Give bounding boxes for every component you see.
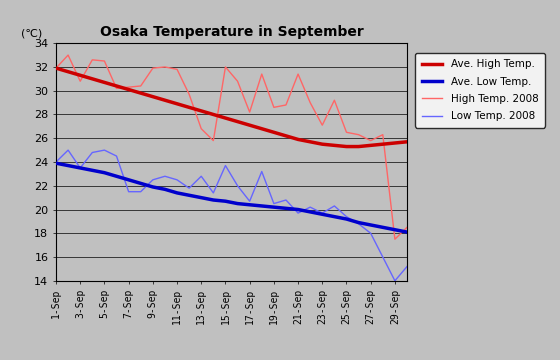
Legend: Ave. High Temp., Ave. Low Temp., High Temp. 2008, Low Temp. 2008: Ave. High Temp., Ave. Low Temp., High Te… <box>416 53 545 127</box>
Title: Osaka Temperature in September: Osaka Temperature in September <box>100 25 363 39</box>
Text: (℃): (℃) <box>21 28 42 39</box>
